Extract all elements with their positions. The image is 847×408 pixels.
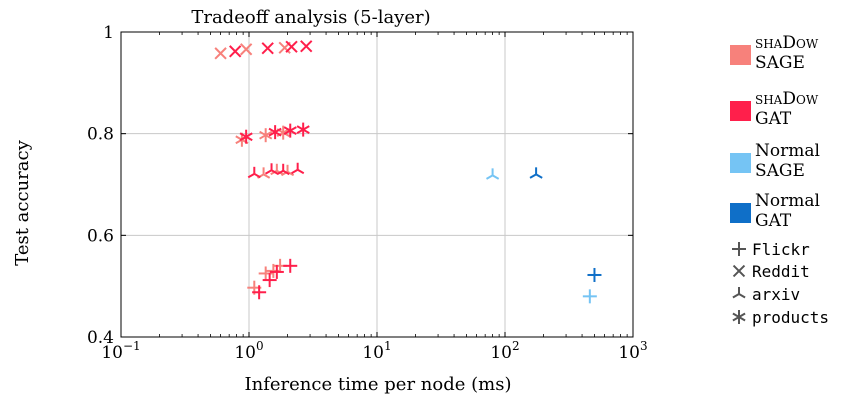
legend-marker-star [732, 310, 746, 324]
data-point [283, 123, 297, 138]
data-point [261, 42, 274, 55]
x-tick-label: 100 [234, 339, 263, 363]
legend-model-variant: SAGE [755, 53, 805, 73]
legend-swatch [730, 153, 751, 173]
y-tick-label: 0.6 [87, 226, 114, 246]
x-axis-label: Inference time per node (ms) [245, 374, 512, 395]
legend-model-variant: GAT [755, 211, 792, 231]
data-point [239, 129, 253, 144]
data-point [300, 40, 313, 53]
y-tick-label: 0.4 [87, 328, 114, 348]
legend-model-variant: GAT [755, 109, 792, 129]
data-point [262, 273, 277, 288]
data-point [291, 162, 305, 175]
data-point [269, 264, 284, 279]
data-point [582, 289, 597, 304]
point-layer [214, 40, 602, 304]
data-point [285, 40, 298, 53]
legend-dataset-name: Reddit [752, 262, 810, 281]
data-point [239, 43, 253, 56]
data-point [268, 125, 282, 140]
data-point [229, 45, 242, 58]
legend-model-variant: SAGE [755, 161, 805, 181]
legend-marker-tri [732, 287, 746, 299]
legend-marker-plus [732, 242, 746, 256]
legend-dataset-name: Flickr [752, 240, 810, 259]
x-tick-label: 10−1 [101, 339, 140, 363]
legend-swatch [730, 203, 751, 223]
x-tick-label: 101 [362, 339, 391, 363]
x-tick-label: 102 [490, 339, 519, 363]
legend-swatch [730, 101, 751, 121]
data-point [214, 47, 227, 60]
data-point [296, 122, 310, 137]
legend-marker-x [732, 264, 746, 278]
y-tick-label: 0.8 [87, 125, 114, 145]
data-point [264, 163, 279, 175]
y-axis-label: Test accuracy [12, 139, 33, 265]
legend-model-name: shaDow [755, 33, 819, 53]
legend-model-name: shaDow [755, 89, 819, 109]
legend-dataset-name: products [752, 308, 829, 327]
legend-model-name: Normal [755, 191, 820, 211]
legend: shaDowSAGEshaDowGATNormalSAGENormalGATFl… [730, 33, 829, 327]
tick-layer: 10−1 100 101 102 103 0.4 0.6 0.8 1 [87, 23, 648, 363]
data-point [276, 163, 290, 176]
legend-model-name: Normal [755, 141, 820, 161]
data-point [529, 167, 543, 179]
data-point [283, 258, 298, 273]
legend-dataset-name: arxiv [752, 285, 800, 304]
grid-layer [121, 32, 633, 337]
legend-swatch [730, 45, 751, 65]
data-point [486, 168, 500, 180]
y-tick-label: 1 [103, 23, 114, 43]
chart-title: Tradeoff analysis (5-layer) [191, 7, 430, 28]
data-point [587, 267, 602, 282]
data-point [252, 285, 267, 300]
data-point [259, 128, 273, 143]
x-tick-label: 103 [618, 339, 647, 363]
data-point [247, 166, 261, 179]
